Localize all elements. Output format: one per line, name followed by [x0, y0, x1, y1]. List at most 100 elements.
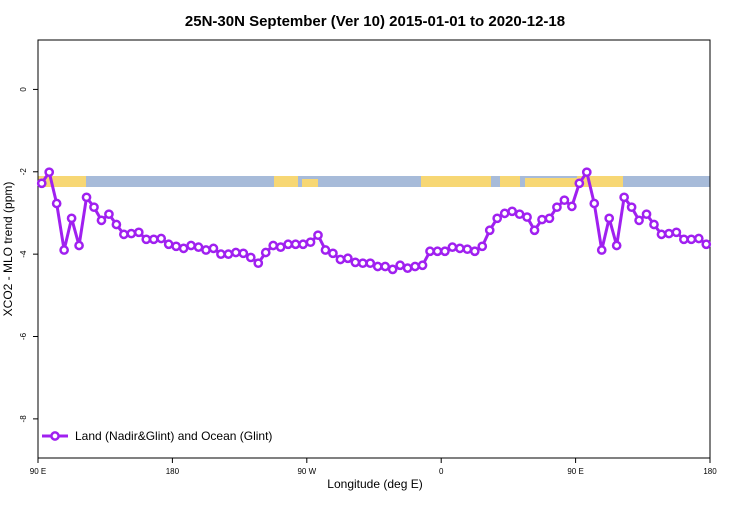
data-point [268, 240, 279, 251]
data-point [462, 244, 473, 255]
data-point [679, 234, 689, 245]
data-point [634, 215, 644, 226]
data-point [656, 229, 667, 240]
data-point [36, 178, 47, 189]
data-point [343, 253, 353, 264]
data-point [432, 246, 443, 257]
data-point [507, 206, 517, 217]
data-point [544, 213, 555, 224]
x-tick-label: 90 W [297, 467, 316, 476]
data-point [216, 249, 226, 259]
land-band [577, 176, 623, 187]
x-tick-label: 0 [439, 467, 444, 476]
data-point [484, 225, 495, 236]
data-point [552, 202, 562, 213]
data-point [305, 237, 316, 248]
data-point [223, 249, 234, 259]
data-point [328, 248, 338, 259]
y-axis-label: XCO2 - MLO trend (ppm) [1, 182, 15, 317]
land-band [500, 176, 520, 187]
data-point [320, 245, 331, 255]
data-point [499, 208, 510, 219]
data-point [298, 239, 308, 250]
data-point [231, 247, 241, 258]
y-tick-label: -6 [19, 332, 28, 340]
x-tick-label: 90 E [567, 467, 583, 476]
data-point [529, 225, 540, 236]
data-point [417, 260, 428, 271]
legend-marker [50, 431, 60, 441]
data-point [372, 261, 383, 272]
data-point [44, 167, 55, 178]
data-point [701, 239, 712, 250]
data-point [693, 233, 704, 244]
data-point [357, 258, 368, 269]
y-tick-label: -2 [19, 168, 28, 176]
data-point [492, 213, 503, 224]
data-point [522, 212, 532, 222]
data-point [208, 243, 219, 254]
data-point [619, 192, 629, 203]
data-point [245, 252, 256, 263]
data-point [477, 241, 488, 252]
data-point [186, 240, 196, 251]
data-point [141, 234, 152, 245]
data-point [469, 246, 480, 257]
data-point [126, 228, 137, 239]
land-band [38, 176, 86, 187]
data-point [574, 178, 585, 189]
data-point [402, 263, 413, 273]
data-point [133, 227, 144, 238]
data-point [104, 209, 114, 220]
data-point [514, 209, 525, 220]
data-point [283, 239, 293, 250]
data-point [111, 219, 122, 230]
data-point [395, 260, 405, 271]
data-point [74, 240, 84, 251]
data-point [365, 258, 376, 269]
legend-label: Land (Nadir&Glint) and Ocean (Glint) [75, 429, 272, 443]
data-point [148, 234, 159, 245]
x-tick-label: 180 [166, 467, 180, 476]
data-point [238, 248, 249, 259]
data-point [260, 247, 271, 258]
land-band [525, 178, 577, 187]
y-tick-label: -4 [19, 250, 28, 258]
data-point [156, 233, 167, 244]
data-point [178, 243, 189, 254]
data-point [313, 230, 323, 241]
data-point [641, 209, 652, 220]
data-point [171, 241, 181, 252]
data-point [589, 198, 600, 209]
land-band [421, 176, 491, 187]
data-point [596, 245, 607, 255]
data-point [380, 261, 391, 272]
data-point [81, 192, 92, 203]
land-ocean-band [38, 176, 710, 187]
data-point [89, 202, 99, 213]
land-band [302, 179, 318, 187]
data-point [66, 213, 77, 224]
data-point [59, 245, 69, 255]
data-point [163, 239, 174, 250]
x-tick-label: 180 [703, 467, 717, 476]
data-point [604, 213, 615, 224]
data-point [686, 234, 697, 245]
plot-frame [37, 39, 711, 459]
data-point [387, 264, 398, 275]
data-point [664, 228, 674, 239]
y-tick-label: 0 [19, 87, 28, 92]
data-point [335, 254, 346, 265]
data-point [537, 214, 547, 225]
ocean-band [38, 176, 710, 187]
x-axis-label: Longitude (deg E) [327, 477, 422, 491]
data-point [559, 195, 570, 206]
data-point [350, 257, 361, 268]
data-point [193, 242, 204, 252]
data-point [51, 198, 62, 209]
chart-title: 25N-30N September (Ver 10) 2015-01-01 to… [185, 13, 565, 30]
data-point [626, 202, 637, 213]
data-point [581, 167, 592, 178]
